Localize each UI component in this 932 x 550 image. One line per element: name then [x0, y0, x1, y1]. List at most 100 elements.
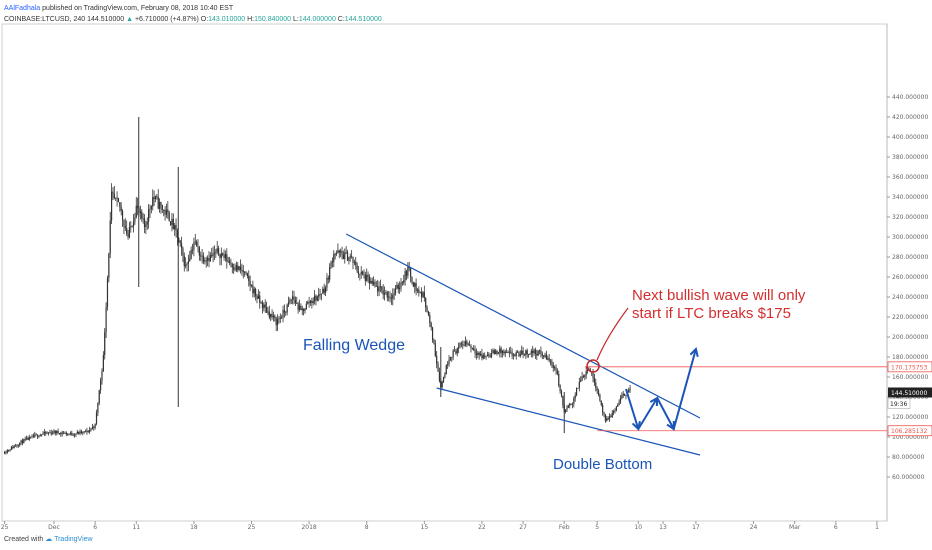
candle-body: [592, 371, 594, 379]
candle-body: [562, 395, 564, 405]
support-level-tag: [887, 425, 932, 437]
candle-body: [597, 390, 600, 395]
x-tick-label: 25: [248, 524, 256, 531]
candle-body: [403, 280, 405, 283]
candle-body: [499, 348, 501, 353]
candle-body: [146, 221, 148, 225]
candle-body: [473, 348, 475, 351]
candle-body: [189, 258, 191, 262]
candle-body: [142, 218, 144, 220]
candle-body: [433, 339, 435, 344]
candle-body: [139, 211, 141, 213]
y-tick-label: 120.000000: [892, 414, 928, 421]
forecast-segment[interactable]: [656, 397, 675, 430]
candle-body: [481, 353, 483, 359]
candle-body: [264, 304, 266, 308]
forecast-segment[interactable]: [672, 348, 697, 430]
candle-body: [10, 446, 13, 450]
candle-body: [625, 395, 627, 397]
candle-body: [134, 217, 136, 222]
candle-body: [196, 241, 198, 247]
candle-body: [412, 282, 414, 287]
candle-body: [94, 423, 96, 428]
candle-body: [248, 276, 250, 281]
candle-body: [223, 254, 225, 259]
candle-body: [16, 445, 18, 447]
price-axis: 60.000000 80.000000 100.000000 120.000000 14…: [887, 94, 928, 481]
candle-body: [24, 439, 26, 441]
candle-body: [517, 351, 519, 353]
candle-body: [408, 266, 410, 269]
candle-body: [116, 197, 118, 199]
candle-body: [211, 255, 213, 257]
candle-body: [536, 353, 538, 356]
wedge-lower-trendline[interactable]: [436, 387, 701, 456]
x-tick-label: 15: [421, 524, 429, 531]
wedge-upper-trendline[interactable]: [345, 233, 701, 419]
candle-body: [340, 251, 342, 253]
candle-body: [559, 385, 561, 392]
breakout-circle[interactable]: [586, 359, 600, 373]
candle-body: [331, 261, 334, 263]
candle-body: [13, 445, 15, 448]
drawings[interactable]: 170.175753 106.285132 144.510000 19:36: [345, 233, 932, 456]
candle-body: [145, 224, 147, 228]
candle-body: [104, 332, 106, 356]
candle-body: [573, 398, 575, 404]
candle-body: [371, 280, 373, 284]
candle-body: [93, 426, 95, 428]
candle-body: [205, 260, 207, 262]
candle-body: [167, 209, 169, 213]
candle-body: [41, 434, 43, 436]
candle-body: [527, 354, 530, 356]
candle-body: [404, 271, 406, 281]
y-tick-label: 340.000000: [892, 194, 928, 201]
candle-body: [112, 191, 114, 194]
candle-body: [69, 432, 72, 434]
candle-body: [595, 382, 597, 388]
symbol-label[interactable]: COINBASE:LTCUSD, 240: [4, 16, 86, 23]
candle-body: [578, 381, 580, 388]
candle-body: [246, 273, 248, 277]
candle-body: [19, 442, 21, 446]
candle-body: [265, 307, 268, 313]
candle-body: [52, 433, 54, 434]
x-tick-label: 5: [595, 524, 599, 531]
candle-body: [447, 364, 449, 366]
candle-body: [324, 287, 327, 293]
candle-body: [9, 449, 11, 451]
candle-body: [385, 292, 387, 294]
forecast-segment[interactable]: [625, 388, 640, 430]
candle-body: [379, 286, 382, 288]
candle-body: [79, 431, 81, 434]
forecast-segment[interactable]: [637, 397, 659, 430]
candle-body: [32, 435, 35, 437]
candle-body: [400, 282, 402, 288]
candle-body: [547, 358, 549, 360]
candle-body: [309, 300, 312, 303]
candle-body: [169, 221, 172, 226]
candle-body: [202, 255, 205, 262]
candle-body: [351, 256, 353, 258]
candle-body: [186, 264, 188, 265]
candle-body: [297, 303, 299, 310]
candle-body: [577, 387, 579, 389]
candle-body: [209, 255, 211, 262]
high-value: 150.840000: [254, 16, 292, 23]
candle-body: [623, 393, 626, 396]
x-tick-label: 27: [519, 524, 527, 531]
candle-body: [274, 315, 276, 318]
author-link[interactable]: AAlFadhala: [4, 5, 41, 12]
candle-body: [237, 265, 239, 270]
candle-body: [451, 357, 453, 359]
bullish-note-line1: Next bullish wave will only: [632, 287, 806, 304]
candle-body: [405, 271, 408, 276]
price-chart[interactable]: 60.00000080.000000100.000000120.00000014…: [0, 0, 932, 532]
candle-body: [485, 356, 487, 357]
candle-body: [611, 412, 613, 418]
tradingview-brand[interactable]: TradingView: [54, 536, 93, 543]
candle-body: [290, 299, 292, 301]
candle-body: [479, 353, 482, 356]
candle-body: [198, 247, 200, 256]
candle-body: [418, 289, 420, 293]
